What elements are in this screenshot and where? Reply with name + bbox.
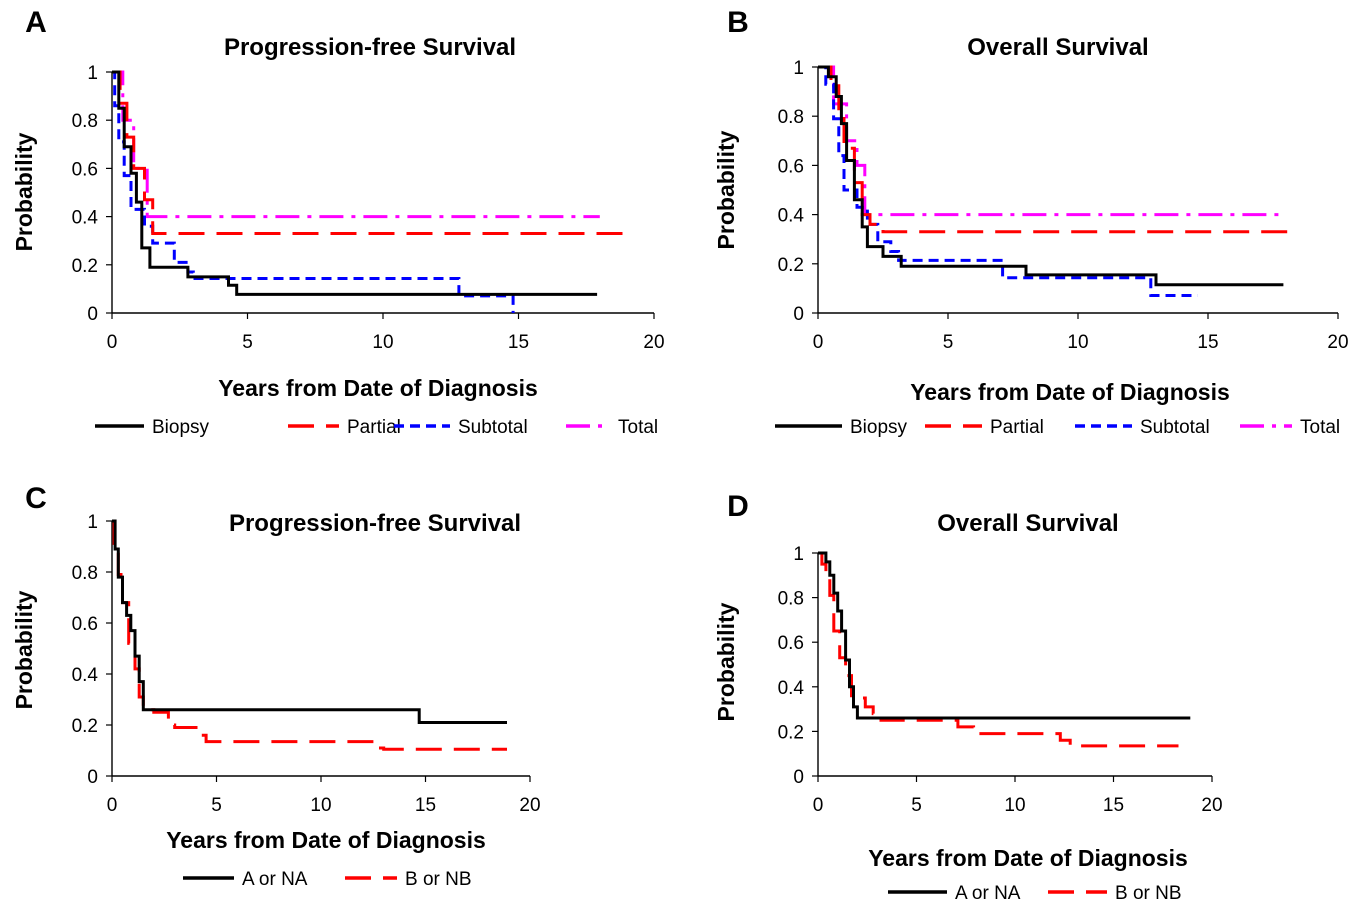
legend-label: Total xyxy=(1300,417,1340,438)
x-tick-label: 5 xyxy=(211,795,222,816)
legend-label: A or NA xyxy=(955,883,1021,904)
x-tick-label: 20 xyxy=(519,795,540,816)
x-tick-label: 10 xyxy=(1004,795,1025,816)
series-line-biopsy xyxy=(112,70,598,296)
x-axis-title: Years from Date of Diagnosis xyxy=(218,375,538,401)
y-tick-label: 0.8 xyxy=(72,563,98,584)
x-tick-label: 0 xyxy=(107,795,118,816)
x-tick-label: 0 xyxy=(813,332,824,353)
panel-letter: C xyxy=(25,482,47,515)
y-tick-label: 1 xyxy=(793,58,804,79)
x-tick-label: 15 xyxy=(508,332,529,353)
y-tick-label: 0.2 xyxy=(72,256,98,277)
x-tick-label: 10 xyxy=(1067,332,1088,353)
y-tick-label: 0.2 xyxy=(72,716,98,737)
legend-label: Partial xyxy=(990,417,1044,438)
series-line-subtotal xyxy=(112,70,515,313)
x-tick-label: 20 xyxy=(643,332,664,353)
x-tick-label: 15 xyxy=(1103,795,1124,816)
chart-title: Overall Survival xyxy=(967,34,1148,61)
series-line-a-or-na xyxy=(112,519,507,724)
chart-title: Progression-free Survival xyxy=(224,34,516,61)
series-line-total xyxy=(818,65,1284,217)
series-line-subtotal xyxy=(818,65,1198,297)
y-tick-label: 0.8 xyxy=(72,111,98,132)
x-tick-label: 15 xyxy=(415,795,436,816)
series-line-b-or-nb xyxy=(112,519,507,751)
x-tick-label: 10 xyxy=(310,795,331,816)
x-tick-label: 5 xyxy=(911,795,922,816)
y-tick-label: 0.6 xyxy=(778,633,804,654)
x-axis-title: Years from Date of Diagnosis xyxy=(166,827,486,853)
y-tick-label: 0 xyxy=(793,304,804,325)
legend-label: Biopsy xyxy=(850,417,908,438)
x-tick-label: 15 xyxy=(1197,332,1218,353)
chart-panel-c: C Progression-free Survival 0 0.2 0.4 0.6 0.8 1… xyxy=(11,482,541,890)
chart-panel-a: A Progression-free Survival 0 0.2 0.4 0.6 0.8 1… xyxy=(11,6,665,438)
y-tick-label: 0.4 xyxy=(72,665,99,686)
y-tick-label: 0.4 xyxy=(72,208,99,229)
x-tick-label: 0 xyxy=(813,795,824,816)
legend: Biopsy Partial Subtotal Total xyxy=(95,417,658,438)
y-tick-label: 0.8 xyxy=(778,589,804,610)
legend-label: Subtotal xyxy=(458,417,528,438)
y-tick-label: 1 xyxy=(87,512,98,533)
series-line-a-or-na xyxy=(818,551,1191,720)
legend-label: Total xyxy=(618,417,658,438)
x-tick-label: 0 xyxy=(107,332,118,353)
series-line-total xyxy=(112,70,600,219)
y-tick-label: 0.6 xyxy=(778,156,804,177)
y-axis-title: Probability xyxy=(11,590,37,709)
x-tick-label: 5 xyxy=(943,332,954,353)
x-axis-title: Years from Date of Diagnosis xyxy=(910,379,1230,405)
series-line-partial xyxy=(818,65,1297,234)
panel-letter: D xyxy=(727,490,749,523)
legend: A or NA B or NB xyxy=(183,869,472,890)
legend: Biopsy Partial Subtotal Total xyxy=(775,417,1340,438)
y-tick-label: 0.6 xyxy=(72,614,98,635)
series-line-partial xyxy=(112,70,627,235)
legend-label: Partial xyxy=(347,417,401,438)
x-axis-title: Years from Date of Diagnosis xyxy=(868,845,1188,871)
x-tick-label: 20 xyxy=(1327,332,1348,353)
legend-label: B or NB xyxy=(405,869,472,890)
legend-label: Biopsy xyxy=(152,417,210,438)
y-tick-label: 0.4 xyxy=(778,678,805,699)
legend-label: A or NA xyxy=(242,869,308,890)
legend-label: Subtotal xyxy=(1140,417,1210,438)
panel-letter: B xyxy=(727,6,749,39)
y-tick-label: 0.8 xyxy=(778,107,804,128)
x-tick-label: 10 xyxy=(372,332,393,353)
y-axis-title: Probability xyxy=(713,130,739,249)
y-tick-label: 0.2 xyxy=(778,722,804,743)
y-tick-label: 1 xyxy=(87,63,98,84)
y-axis-title: Probability xyxy=(713,602,739,721)
y-tick-label: 0.6 xyxy=(72,159,98,180)
chart-title: Overall Survival xyxy=(937,510,1118,537)
series-line-biopsy xyxy=(818,65,1284,287)
x-tick-label: 5 xyxy=(242,332,253,353)
x-tick-label: 20 xyxy=(1201,795,1222,816)
y-tick-label: 0.2 xyxy=(778,255,804,276)
y-tick-label: 0.4 xyxy=(778,206,805,227)
legend-label: B or NB xyxy=(1115,883,1182,904)
y-tick-label: 0 xyxy=(87,304,98,325)
y-tick-label: 0 xyxy=(87,767,98,788)
y-axis-title: Probability xyxy=(11,132,37,251)
panel-letter: A xyxy=(25,6,47,39)
y-tick-label: 1 xyxy=(793,544,804,565)
y-tick-label: 0 xyxy=(793,767,804,788)
legend: A or NA B or NB xyxy=(888,883,1182,904)
series-line-b-or-nb xyxy=(818,551,1179,748)
chart-title: Progression-free Survival xyxy=(229,510,521,537)
